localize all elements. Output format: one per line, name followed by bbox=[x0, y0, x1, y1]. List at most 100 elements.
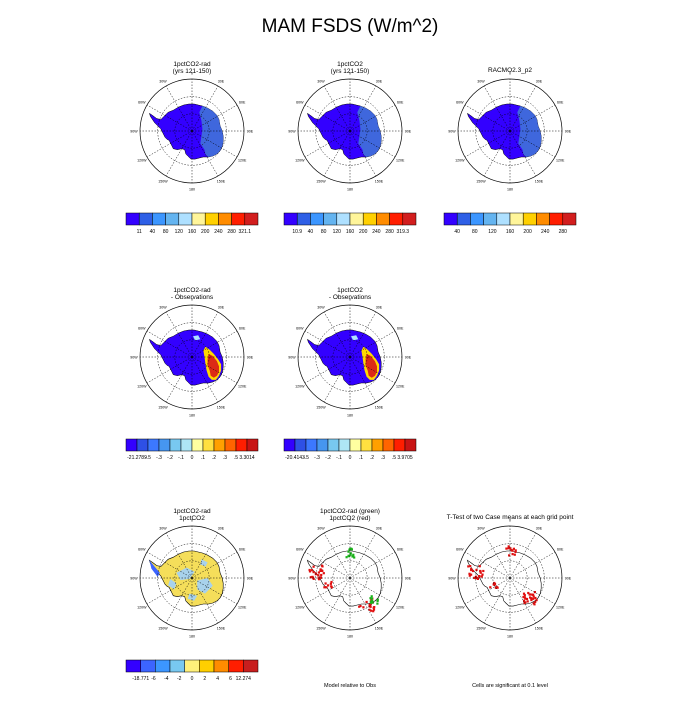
significant-cell bbox=[479, 570, 482, 573]
longitude-label: 90W bbox=[448, 130, 456, 134]
longitude-label: 90E bbox=[405, 577, 412, 581]
significant-cell bbox=[370, 595, 373, 598]
significant-cell bbox=[531, 593, 534, 596]
longitude-label: 30E bbox=[218, 79, 225, 83]
colorbar-cell bbox=[228, 659, 244, 673]
colorbar-cell bbox=[213, 659, 229, 673]
panel-subtitle: 1pctCO2 bbox=[179, 515, 205, 522]
meridian-line bbox=[349, 356, 396, 384]
longitude-label: 60E bbox=[557, 101, 564, 105]
longitude-label: 120W bbox=[295, 159, 305, 163]
meridian-line bbox=[323, 85, 351, 132]
colorbar-cell bbox=[125, 659, 141, 673]
map-panel: RACMO2.3_p20 30E 60E 90E 120E 150E 180 150W 120W… bbox=[443, 67, 577, 235]
negative-region bbox=[187, 593, 198, 601]
longitude-label: 120E bbox=[238, 606, 247, 610]
colorbar-cell bbox=[169, 659, 185, 673]
significant-cell bbox=[321, 569, 324, 572]
panel-subtitle: 1pctCO2 (red) bbox=[329, 515, 370, 522]
panel-subtitle: (yrs 121-150) bbox=[331, 68, 370, 75]
longitude-label: 180 bbox=[507, 188, 513, 192]
meridian-line bbox=[483, 532, 511, 579]
map-panel: 1pctCO2-rad1pctCO2030E60E90E120E150E1801… bbox=[125, 508, 259, 682]
longitude-label: 0 bbox=[191, 519, 193, 523]
colorbar-cell bbox=[158, 438, 171, 452]
colorbar-cell bbox=[371, 438, 384, 452]
negative-region bbox=[168, 579, 177, 590]
significant-cell bbox=[369, 597, 372, 600]
colorbar-cell bbox=[389, 212, 404, 226]
meridian-line bbox=[191, 577, 219, 624]
colorbar-cell bbox=[536, 212, 550, 226]
significant-cell bbox=[526, 600, 529, 603]
colorbar-cell bbox=[316, 438, 329, 452]
difference-field bbox=[306, 329, 382, 386]
longitude-label: 180 bbox=[347, 414, 353, 418]
colorbar-label: 11 bbox=[137, 229, 142, 235]
map-panel: 1pctCO2(yrs 121-150)0 30E 60E 90E 120E 150E 18… bbox=[283, 61, 417, 235]
panel-footer: Model relative to Obs bbox=[324, 683, 376, 689]
colorbar-cell bbox=[152, 212, 166, 226]
map-field bbox=[466, 103, 542, 160]
colorbar-label: 3.3014 bbox=[239, 455, 255, 461]
colorbar-cell bbox=[243, 659, 259, 673]
significant-cell bbox=[329, 582, 332, 585]
meridian-line bbox=[146, 551, 193, 579]
map-boundary bbox=[457, 525, 563, 631]
latitude-circle bbox=[315, 543, 385, 613]
significant-cell bbox=[348, 555, 351, 558]
longitude-label: 120E bbox=[396, 606, 405, 610]
map-field bbox=[148, 550, 224, 607]
longitude-label: 150E bbox=[375, 627, 384, 631]
significant-cell bbox=[470, 573, 473, 576]
colorbar-cell bbox=[283, 438, 296, 452]
longitude-label: 120E bbox=[556, 159, 565, 163]
significant-cell bbox=[474, 576, 477, 580]
significant-cell bbox=[481, 573, 484, 576]
significant-cell bbox=[312, 577, 315, 580]
meridian-line bbox=[165, 356, 193, 403]
longitude-label: 60E bbox=[239, 548, 246, 552]
colorbar-label: 280 bbox=[559, 229, 568, 235]
significant-cell bbox=[330, 580, 333, 584]
meridian-line bbox=[304, 551, 351, 579]
longitude-label: 30E bbox=[376, 79, 383, 83]
longitude-label: 120E bbox=[556, 606, 565, 610]
meridian-line bbox=[464, 551, 511, 579]
colorbar-label: 120 bbox=[175, 229, 184, 235]
significant-cell bbox=[319, 576, 323, 579]
colorbar-label: -4 bbox=[164, 676, 169, 682]
colorbar-label: 80 bbox=[472, 229, 478, 235]
longitude-label: 30W bbox=[317, 526, 325, 530]
longitude-label: 180 bbox=[347, 635, 353, 639]
map-boundary bbox=[457, 78, 563, 184]
significant-cell bbox=[312, 565, 315, 568]
meridian-line bbox=[483, 85, 511, 132]
longitude-label: 150E bbox=[375, 180, 384, 184]
significant-cell bbox=[522, 595, 525, 599]
colorbar-label: 40 bbox=[454, 229, 460, 235]
longitude-label: 30E bbox=[218, 526, 225, 530]
colorbar-label: 240 bbox=[541, 229, 550, 235]
coastline bbox=[466, 550, 542, 607]
meridian-line bbox=[349, 130, 377, 177]
colorbar-cell bbox=[191, 438, 204, 452]
longitude-label: 150E bbox=[217, 627, 226, 631]
map-boundary bbox=[139, 525, 245, 631]
longitude-label: 120W bbox=[295, 606, 305, 610]
significant-cell bbox=[368, 608, 371, 611]
longitude-label: 90W bbox=[130, 356, 138, 360]
longitude-label: 150W bbox=[158, 406, 168, 410]
meridian-line bbox=[191, 311, 219, 358]
significant-cell bbox=[349, 547, 352, 550]
colorbar-label: 280 bbox=[385, 229, 394, 235]
meridian-line bbox=[509, 577, 537, 624]
colorbar-label: 160 bbox=[188, 229, 197, 235]
meridian-line bbox=[191, 532, 219, 579]
east-antarctica-field bbox=[199, 106, 224, 157]
meridian-line bbox=[146, 577, 193, 605]
colorbar-label: -.1 bbox=[336, 455, 342, 461]
difference-field bbox=[148, 329, 224, 386]
significant-cell bbox=[529, 593, 532, 596]
